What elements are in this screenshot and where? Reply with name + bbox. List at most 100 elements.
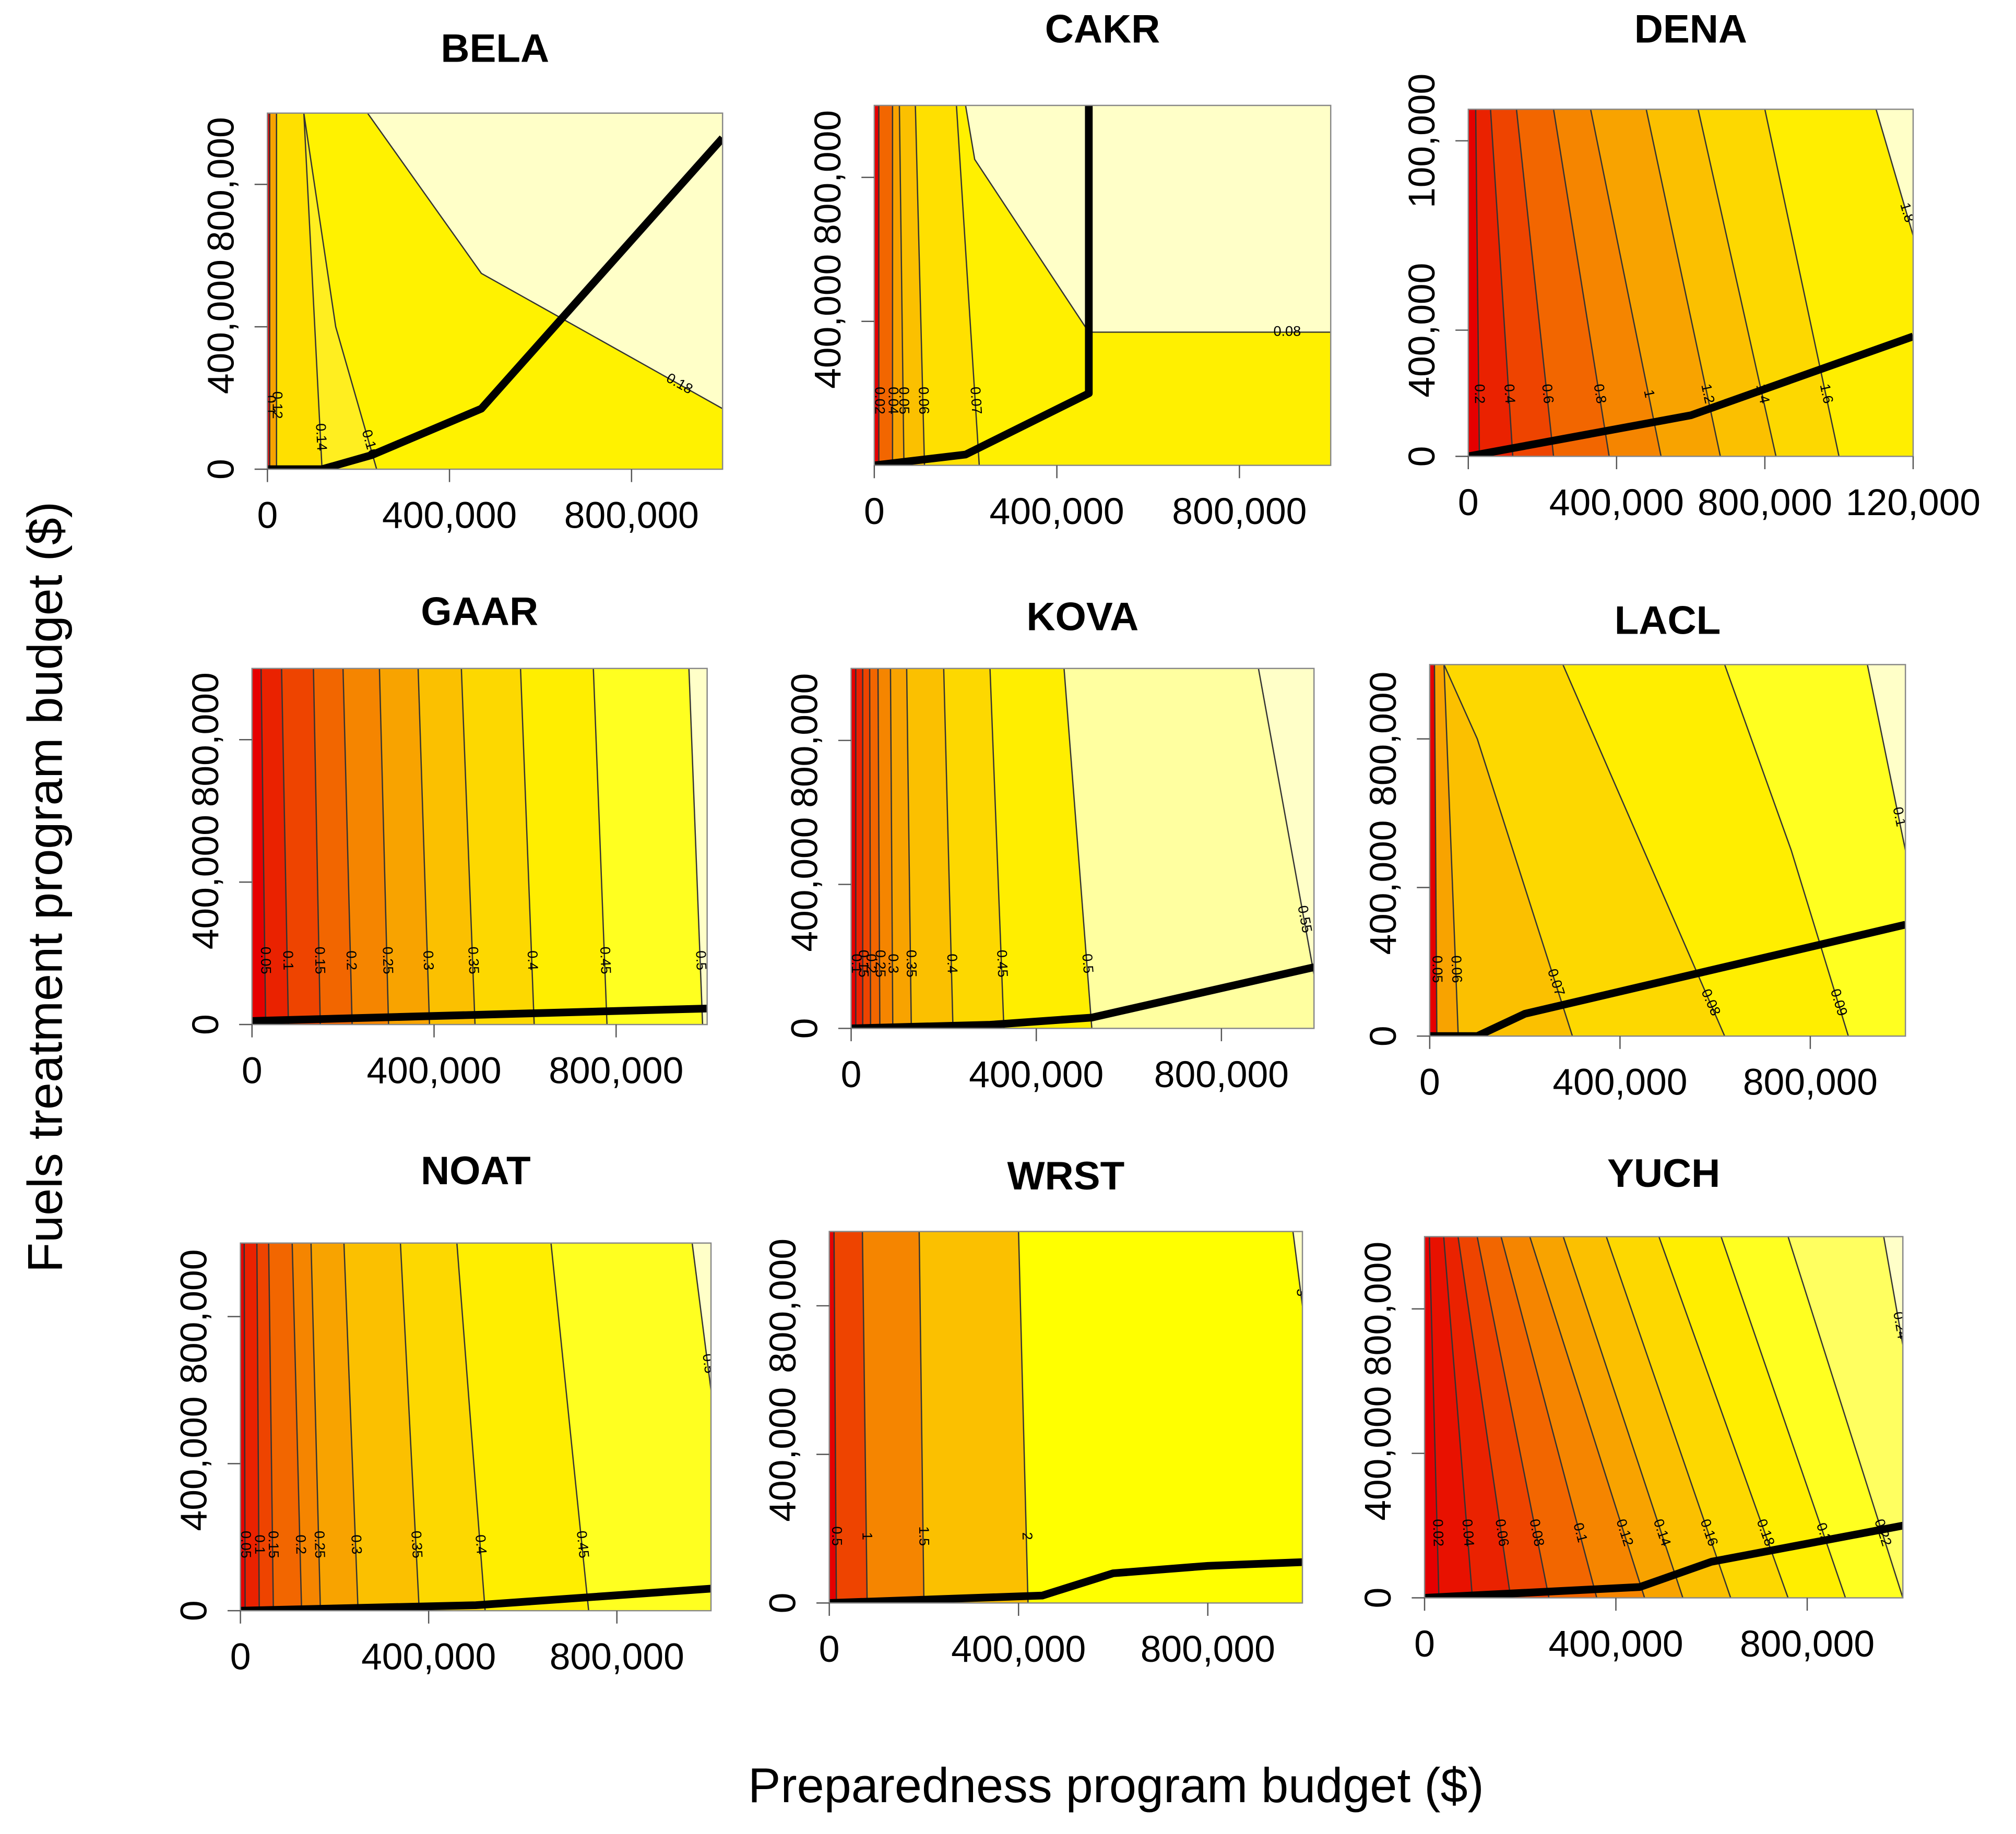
- contour-label: 0.8: [1591, 383, 1610, 404]
- panel: 0.020.040.05 0.06 0.07 0.08 CAKR 0 400,000 800,…: [807, 7, 1332, 532]
- contour-label: 0.4: [472, 1534, 490, 1555]
- contour-line: [1529, 1236, 1645, 1598]
- y-tick-label: 0: [173, 1600, 215, 1621]
- contour-label: 0.06: [916, 387, 932, 414]
- optimal-path: [1468, 332, 1913, 457]
- optimal-path: [829, 1558, 1303, 1603]
- x-tick-label: 800,000: [549, 1050, 683, 1091]
- x-tick-label: 0: [1414, 1623, 1435, 1665]
- contour-line: [989, 668, 1005, 1029]
- contour-line: [1258, 668, 1314, 975]
- panel-title: CAKR: [1045, 7, 1160, 52]
- contour-label: 0.05: [896, 387, 913, 414]
- contour-label: 0.1: [280, 950, 297, 970]
- contour-label: 0.45: [574, 1530, 592, 1559]
- contour-label: 0.25: [380, 946, 396, 974]
- y-tick-label: 400,000: [173, 1396, 215, 1531]
- contour-band: [1064, 668, 1314, 1029]
- y-axis-label: Fuels treatment program budget ($): [17, 502, 72, 1272]
- contour-line: [243, 1243, 246, 1611]
- contour-line: [281, 668, 289, 1025]
- panel-title: DENA: [1634, 7, 1747, 52]
- contour-label: 1.5: [916, 1526, 932, 1546]
- x-tick-label: 400,000: [1549, 482, 1684, 523]
- contour-band: [593, 668, 707, 1025]
- x-tick-label: 800,000: [550, 1636, 684, 1678]
- contour-label: 0.1: [1890, 805, 1910, 828]
- x-tick-label: 800,000: [1172, 491, 1307, 532]
- contour-line: [550, 1243, 589, 1611]
- contour-line: [1475, 109, 1480, 457]
- y-tick-label: 100,000: [1401, 74, 1443, 208]
- contour-line: [260, 668, 267, 1025]
- contour-line: [688, 668, 704, 1025]
- plot-area: 0.10.120.14 0.160.18: [267, 113, 723, 470]
- y-tick-label: 0: [185, 1014, 227, 1035]
- x-tick-label: 800,000: [1740, 1623, 1875, 1665]
- x-tick-label: 400,000: [990, 491, 1124, 532]
- plot-frame: [1429, 664, 1906, 1037]
- x-axis-label: Preparedness program budget ($): [748, 1758, 1484, 1813]
- y-tick-label: 400,000: [1401, 263, 1443, 397]
- contour-label: 0.3: [885, 954, 902, 973]
- contour-band: [551, 1243, 711, 1611]
- x-tick-label: 800,000: [1154, 1054, 1289, 1095]
- contour-line: [342, 668, 353, 1025]
- contour-line: [965, 105, 1331, 333]
- contour-label: 0.5: [829, 1526, 845, 1546]
- contour-label: 0.4: [944, 954, 961, 973]
- x-tick-label: 800,000: [1743, 1062, 1878, 1103]
- contour-line: [691, 1243, 711, 1390]
- y-tick-label: 800,000: [200, 117, 242, 252]
- panel: 0.10.150.20.250.3 0.35 0.4 0.45 0.50.55KOVA0…: [784, 594, 1315, 1095]
- contour-label: 0.2: [1472, 384, 1488, 404]
- contour-label: 0.15: [266, 1531, 282, 1558]
- y-tick-label: 0: [1357, 1588, 1399, 1609]
- panel: 0.02 0.04 0.06 0.08 0.1 0.12 0.14 0.16 0.18 0.2 0.…: [1357, 1151, 1904, 1665]
- contour-label: 0.2: [343, 950, 360, 970]
- contour-line: [460, 668, 476, 1025]
- contour-label: 0.5: [699, 1353, 718, 1374]
- panel-title: GAAR: [421, 590, 538, 634]
- x-tick-label: 400,000: [361, 1636, 496, 1678]
- contour-line: [833, 1231, 837, 1603]
- optimal-path: [252, 1004, 707, 1025]
- contour-line: [291, 1243, 303, 1611]
- contour-label: 3: [1294, 1288, 1311, 1297]
- x-tick-label: 400,000: [1548, 1623, 1683, 1665]
- contour-band: [965, 105, 1331, 332]
- plot-area: 0.10.150.20.250.3 0.35 0.4 0.45 0.50.55: [851, 668, 1314, 1029]
- x-tick-label: 800,000: [1141, 1628, 1275, 1670]
- y-tick-label: 800,000: [784, 673, 826, 808]
- contour-label: 0.04: [886, 387, 902, 414]
- contour-label: 0.4: [525, 950, 541, 971]
- x-tick-label: 400,000: [1552, 1062, 1687, 1103]
- y-tick-label: 400,000: [185, 815, 227, 949]
- contour-line: [1658, 1236, 1789, 1598]
- contour-label: 0.5: [693, 950, 709, 971]
- x-tick-label: 0: [1458, 482, 1479, 523]
- x-tick-label: 0: [242, 1050, 263, 1091]
- plot-frame: [1467, 109, 1914, 457]
- contour-line: [869, 668, 871, 1029]
- contour-label: 0.35: [904, 950, 920, 978]
- contour-line: [367, 113, 723, 410]
- contour-label: 0.05: [238, 1531, 254, 1558]
- contour-line: [1500, 1236, 1598, 1598]
- optimal-path: [874, 105, 1093, 466]
- contour-line: [310, 1243, 322, 1611]
- contour-line: [1443, 664, 1459, 1037]
- contour-line: [861, 1231, 868, 1603]
- contour-line: [943, 668, 954, 1029]
- optimal-path: [267, 135, 723, 470]
- contour-line: [1552, 109, 1610, 457]
- contour-label: 1.2: [1698, 383, 1718, 405]
- panel-title: LACL: [1615, 599, 1721, 643]
- contour-band: [1724, 664, 1906, 1037]
- contour-line: [1787, 1236, 1903, 1598]
- contour-label: 1: [859, 1532, 875, 1540]
- contour-label: 0.07: [967, 386, 985, 415]
